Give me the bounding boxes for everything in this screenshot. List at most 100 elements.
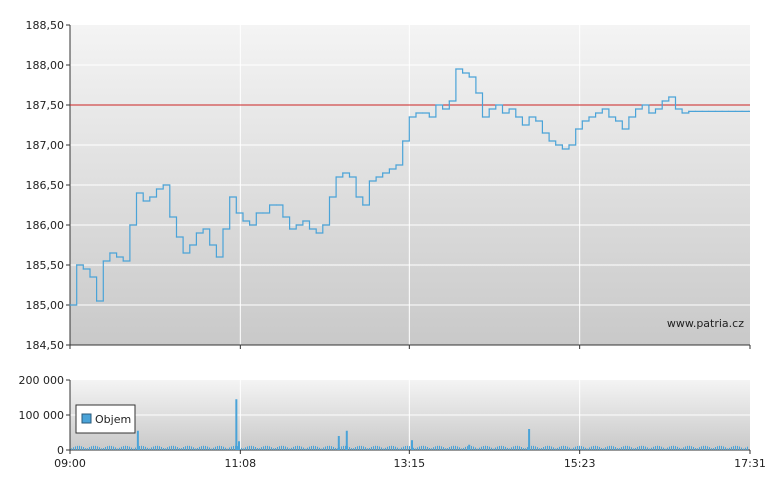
volume-bar xyxy=(149,448,150,450)
volume-bar xyxy=(531,445,532,450)
volume-bar xyxy=(385,447,386,450)
volume-bar xyxy=(253,446,254,450)
volume-bar xyxy=(219,445,220,450)
volume-bar xyxy=(541,448,542,450)
price-point xyxy=(681,112,683,114)
price-point xyxy=(69,304,71,306)
volume-bar xyxy=(649,448,650,450)
volume-bar xyxy=(471,445,472,450)
volume-bar xyxy=(97,446,98,450)
volume-bar xyxy=(611,445,612,450)
volume-bar xyxy=(345,430,348,450)
volume-bar xyxy=(429,448,430,450)
volume-bar xyxy=(655,446,656,450)
volume-bar xyxy=(455,445,456,450)
x-tick-label: 09:00 xyxy=(54,457,86,470)
price-point xyxy=(249,224,251,226)
price-point xyxy=(275,204,277,206)
volume-bar xyxy=(207,446,208,450)
volume-bar xyxy=(257,448,258,450)
volume-bar xyxy=(419,446,420,450)
volume-bar xyxy=(533,445,534,450)
volume-bar xyxy=(271,447,272,450)
volume-bar xyxy=(715,447,716,450)
volume-bar xyxy=(199,446,200,450)
volume-bar xyxy=(343,445,344,450)
volume-bar xyxy=(733,446,734,450)
volume-bar xyxy=(89,447,90,450)
volume-bar xyxy=(468,444,471,450)
volume-bar xyxy=(479,447,480,450)
x-tick-label: 11:08 xyxy=(224,457,256,470)
volume-bar xyxy=(423,445,424,450)
watermark: www.patria.cz xyxy=(667,317,744,330)
volume-bar xyxy=(377,445,378,450)
volume-bar xyxy=(731,446,732,450)
volume-bar xyxy=(293,446,294,450)
price-point xyxy=(162,184,164,186)
price-point xyxy=(368,180,371,182)
volume-bar xyxy=(603,448,604,450)
price-point xyxy=(382,172,384,174)
y-tick-label: 186,50 xyxy=(26,179,65,192)
volume-bar xyxy=(725,447,726,450)
volume-legend: Objem xyxy=(75,404,136,434)
volume-bar xyxy=(410,440,413,450)
volume-bar xyxy=(187,445,188,450)
price-point xyxy=(255,212,257,214)
volume-bar xyxy=(445,448,446,450)
volume-bar xyxy=(321,448,322,450)
price-point xyxy=(408,116,410,118)
volume-bar xyxy=(543,446,544,450)
price-point xyxy=(654,108,657,110)
volume-bar xyxy=(261,447,262,450)
volume-bar xyxy=(371,446,372,450)
volume-bar xyxy=(605,447,606,450)
volume-bar xyxy=(319,447,320,450)
volume-bar xyxy=(341,446,342,450)
volume-bar xyxy=(467,446,468,450)
volume-bar xyxy=(301,446,302,450)
volume-bar xyxy=(571,448,572,450)
volume-bar xyxy=(75,446,76,450)
volume-bar xyxy=(265,445,266,450)
price-point xyxy=(348,176,351,178)
volume-bar xyxy=(721,445,722,450)
volume-bar xyxy=(77,445,78,450)
legend-swatch xyxy=(81,413,92,424)
volume-bar xyxy=(169,446,170,450)
volume-bar xyxy=(685,446,686,450)
volume-bar xyxy=(575,446,576,450)
volume-bar xyxy=(509,448,510,450)
volume-bar xyxy=(251,445,252,450)
volume-bar xyxy=(295,446,296,450)
volume-bar xyxy=(719,445,720,450)
volume-bar xyxy=(669,446,670,450)
volume-bar xyxy=(527,447,528,450)
volume-bar xyxy=(691,446,692,450)
volume-bar xyxy=(425,446,426,450)
volume-bar xyxy=(549,445,550,450)
volume-bar xyxy=(379,446,380,450)
volume-bar xyxy=(563,445,564,450)
volume-bar xyxy=(125,445,126,450)
volume-bar xyxy=(625,445,626,450)
volume-bar xyxy=(661,446,662,450)
volume-bar xyxy=(581,446,582,450)
volume-bar xyxy=(381,447,382,450)
price-point xyxy=(115,256,118,258)
price-point xyxy=(82,268,84,270)
volume-bar xyxy=(663,447,664,450)
volume-bar xyxy=(551,446,552,450)
volume-bar xyxy=(447,448,448,450)
volume-bar xyxy=(443,447,444,450)
volume-bar xyxy=(101,448,102,450)
volume-bar xyxy=(233,445,234,450)
volume-bar xyxy=(193,447,194,450)
volume-bar xyxy=(675,446,676,450)
volume-bar xyxy=(617,448,618,450)
y-tick-label: 185,50 xyxy=(26,259,65,272)
volume-bar xyxy=(403,446,404,450)
volume-bar xyxy=(197,447,198,450)
volume-bar xyxy=(91,446,92,450)
